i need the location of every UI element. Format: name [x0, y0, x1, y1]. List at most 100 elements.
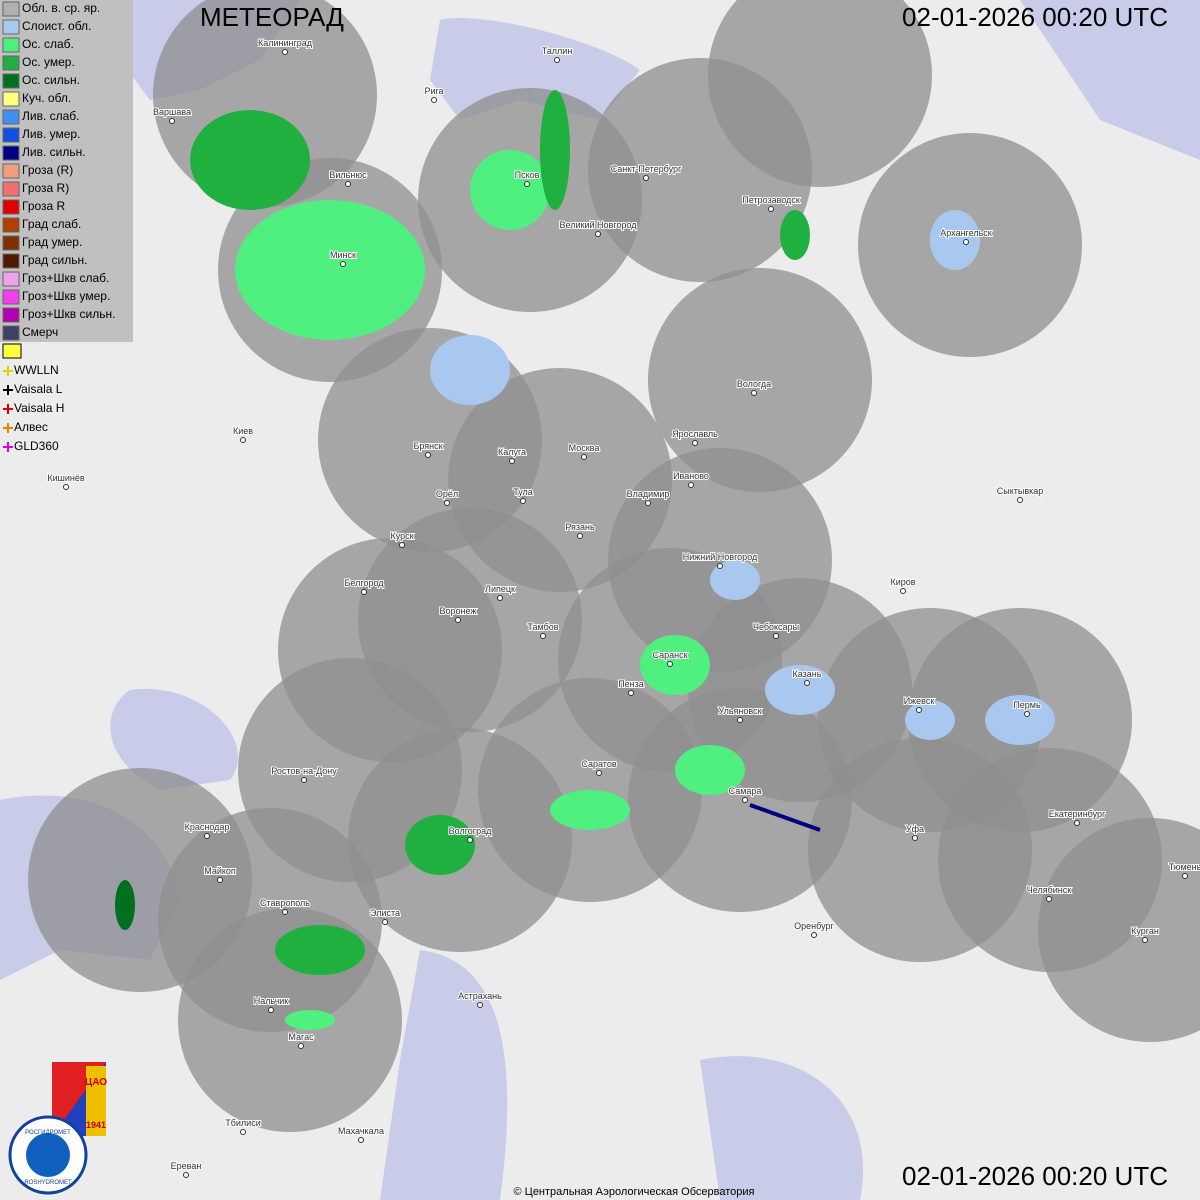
legend-swatch	[2, 109, 20, 125]
city-label: Вологда	[737, 379, 771, 389]
legend-swatch	[2, 55, 20, 71]
city-marker	[900, 588, 906, 594]
city-marker	[581, 454, 587, 460]
lightning-icon	[3, 442, 13, 452]
city-label: Самара	[729, 786, 762, 796]
legend-swatch	[2, 145, 20, 161]
city-marker	[1024, 711, 1030, 717]
city-marker	[1142, 937, 1148, 943]
city-marker	[183, 1172, 189, 1178]
echo-area	[930, 210, 980, 270]
city-marker	[240, 437, 246, 443]
lightning-label: Алвес	[14, 420, 48, 434]
legend-label: Гроз+Шкв умер.	[22, 289, 110, 303]
city-label: Вильнюс	[329, 170, 367, 180]
logo-text: РОСГИДРОМЕТ	[25, 1130, 71, 1136]
city-label: Тула	[513, 487, 533, 497]
city-label: Воронеж	[440, 606, 477, 616]
city-label: Калининград	[258, 38, 313, 48]
city-label: Москва	[569, 443, 600, 453]
city-marker	[628, 690, 634, 696]
legend-box	[0, 0, 133, 342]
city-label: Варшава	[153, 107, 191, 117]
copyright: © Центральная Аэрологическая Обсерватори…	[514, 1186, 755, 1198]
echo-area	[115, 880, 135, 930]
legend-label: Гроза R	[22, 199, 66, 213]
echo-area	[275, 925, 365, 975]
city-label: Краснодар	[185, 822, 230, 832]
city-marker	[811, 932, 817, 938]
lightning-icon	[3, 385, 13, 395]
lightning-label: WWLLN	[14, 363, 59, 377]
lightning-label: GLD360	[14, 439, 59, 453]
city-marker	[240, 1129, 246, 1135]
city-marker	[509, 458, 515, 464]
city-marker	[1182, 873, 1188, 879]
city-marker	[63, 484, 69, 490]
city-marker	[340, 261, 346, 267]
legend-label: Обл. в. ср. яр.	[22, 1, 100, 15]
city-marker	[497, 595, 503, 601]
city-marker	[431, 97, 437, 103]
city-label: Ульяновск	[718, 706, 761, 716]
radar-range	[628, 688, 852, 912]
city-marker	[717, 563, 723, 569]
logo-text: ROSHYDROMET	[24, 1180, 72, 1186]
legend-swatch	[2, 127, 20, 143]
echo-area	[985, 695, 1055, 745]
city-label: Саратов	[581, 759, 616, 769]
legend-swatch	[2, 163, 20, 179]
radar-range	[28, 768, 252, 992]
echo-area	[540, 90, 570, 210]
legend-label: Гроз+Шкв сильн.	[22, 307, 115, 321]
city-label: Нальчик	[254, 996, 289, 1006]
lightning-label: Vaisala H	[14, 401, 64, 415]
legend-label: Лив. слаб.	[22, 109, 80, 123]
city-marker	[768, 206, 774, 212]
timestamp: 02-01-2026 00:20 UTC	[902, 2, 1168, 32]
city-marker	[358, 1137, 364, 1143]
city-marker	[540, 633, 546, 639]
echo-area	[640, 635, 710, 695]
city-label: Уфа	[906, 824, 924, 834]
city-marker	[399, 542, 405, 548]
city-marker	[382, 919, 388, 925]
legend-label: Лив. сильн.	[22, 145, 86, 159]
lightning-toggle[interactable]	[2, 343, 22, 359]
echo-area	[430, 335, 510, 405]
city-marker	[361, 589, 367, 595]
echo-area	[780, 210, 810, 260]
city-marker	[467, 837, 473, 843]
city-marker	[455, 617, 461, 623]
city-label: Пермь	[1013, 700, 1041, 710]
legend-swatch	[2, 253, 20, 269]
echo-area	[470, 150, 550, 230]
legend-swatch	[2, 199, 20, 215]
echo-area	[405, 815, 475, 875]
legend-swatch	[2, 217, 20, 233]
logo-year: 1941	[86, 1120, 106, 1130]
city-label: Белгород	[344, 578, 384, 588]
city-label: Брянск	[413, 441, 442, 451]
city-marker	[554, 57, 560, 63]
city-label: Магас	[288, 1032, 314, 1042]
city-label: Таллин	[542, 46, 573, 56]
city-marker	[596, 770, 602, 776]
city-label: Екатеринбург	[1049, 809, 1106, 819]
legend-label: Град слаб.	[22, 217, 81, 231]
legend-label: Ос. сильн.	[22, 73, 80, 87]
city-label: Киров	[890, 577, 915, 587]
city-label: Элиста	[370, 908, 400, 918]
city-marker	[688, 482, 694, 488]
echo-area	[190, 110, 310, 210]
city-label: Нижний Новгород	[683, 552, 758, 562]
echo-area	[710, 560, 760, 600]
city-label: Владимир	[627, 489, 670, 499]
legend-swatch	[2, 181, 20, 197]
city-label: Псков	[515, 170, 540, 180]
echo-line	[749, 803, 821, 832]
city-label: Рязань	[565, 522, 595, 532]
legend-swatch	[2, 325, 20, 341]
city-marker	[643, 175, 649, 181]
city-marker	[751, 390, 757, 396]
